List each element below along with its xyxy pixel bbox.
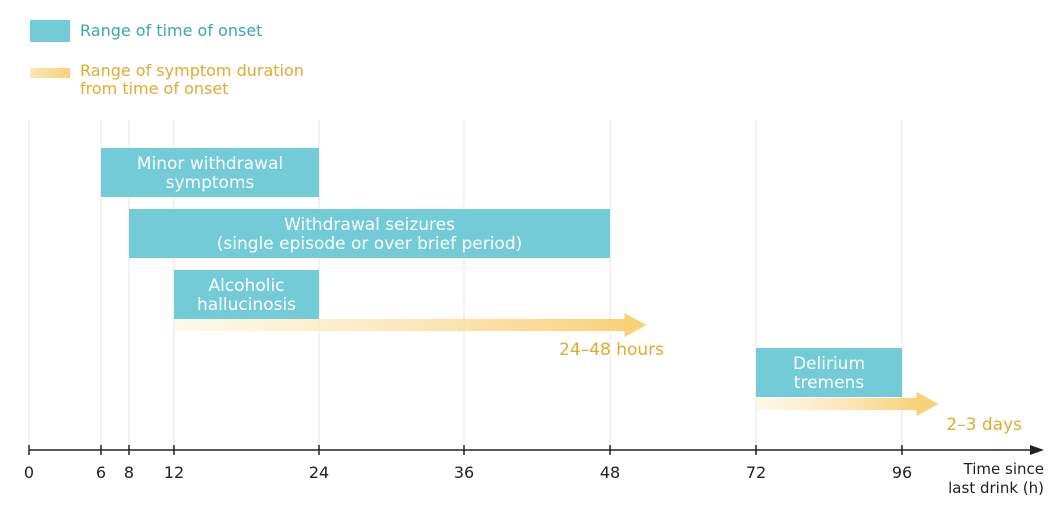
x-tick-label-0: 0 bbox=[24, 463, 34, 482]
legend-duration-label-line2: from time of onset bbox=[80, 79, 229, 98]
x-tick-label-12: 12 bbox=[164, 463, 184, 482]
duration-arrow-delirium-tremens-body bbox=[756, 398, 917, 410]
onset-bar-alcoholic-hallucinosis-label-line1: Alcoholic bbox=[208, 276, 284, 296]
onset-bar-alcoholic-hallucinosis bbox=[174, 270, 319, 319]
legend-duration-label-line1: Range of symptom duration bbox=[80, 61, 304, 80]
onset-bar-minor-withdrawal-symptoms-label-line1: Minor withdrawal bbox=[137, 154, 283, 174]
duration-arrow-alcoholic-hallucinosis-body bbox=[174, 319, 625, 331]
legend-duration-label: Range of symptom duration from time of o… bbox=[80, 62, 304, 98]
x-tick-label-8: 8 bbox=[124, 463, 134, 482]
onset-bar-minor-withdrawal-symptoms bbox=[101, 148, 319, 197]
duration-arrow-delirium-tremens-head bbox=[916, 392, 939, 416]
onset-bar-withdrawal-seizures-single-episode-or-over-brief-period-label-line1: Withdrawal seizures bbox=[284, 215, 455, 235]
duration-arrow-alcoholic-hallucinosis-head bbox=[624, 313, 647, 337]
x-axis-title-line2: last drink (h) bbox=[948, 479, 1044, 497]
legend-onset: Range of time of onset bbox=[30, 20, 262, 42]
legend-duration-swatch bbox=[30, 68, 70, 78]
x-tick-label-48: 48 bbox=[600, 463, 620, 482]
legend-duration: Range of symptom duration from time of o… bbox=[30, 62, 304, 98]
x-axis-title-line1: Time since bbox=[963, 460, 1044, 478]
x-tick-label-36: 36 bbox=[454, 463, 474, 482]
legend-onset-label: Range of time of onset bbox=[80, 21, 263, 40]
x-tick-label-24: 24 bbox=[309, 463, 329, 482]
x-tick-label-96: 96 bbox=[892, 463, 912, 482]
x-tick-label-6: 6 bbox=[96, 463, 106, 482]
onset-bar-delirium-tremens bbox=[756, 348, 902, 397]
x-tick-label-72: 72 bbox=[746, 463, 766, 482]
onset-bar-withdrawal-seizures-single-episode-or-over-brief-period bbox=[129, 209, 610, 258]
onset-bar-withdrawal-seizures-single-episode-or-over-brief-period-label-line2: (single episode or over brief period) bbox=[217, 234, 523, 254]
legend-onset-swatch bbox=[30, 20, 70, 42]
x-axis-arrowhead bbox=[1030, 445, 1044, 455]
onset-bar-alcoholic-hallucinosis-label-line2: hallucinosis bbox=[197, 295, 296, 315]
duration-arrows: 24–48 hours 2–3 days bbox=[174, 313, 1022, 435]
duration-arrow-delirium-tremens-label: 2–3 days bbox=[946, 415, 1022, 435]
onset-bar-delirium-tremens-label-line2: tremens bbox=[794, 373, 865, 393]
onset-bar-minor-withdrawal-symptoms-label-line2: symptoms bbox=[166, 173, 255, 193]
onset-bar-delirium-tremens-label-line1: Delirium bbox=[793, 354, 865, 374]
duration-arrow-alcoholic-hallucinosis-label: 24–48 hours bbox=[559, 340, 664, 360]
